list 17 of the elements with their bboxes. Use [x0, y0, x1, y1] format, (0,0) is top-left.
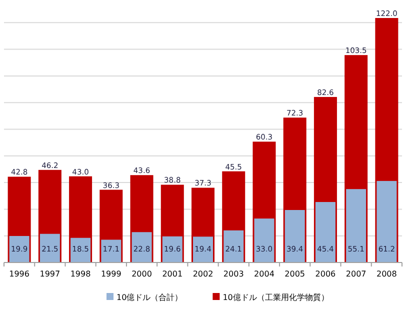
- x-tick-label: 2003: [223, 270, 244, 278]
- x-tick-label: 1999: [100, 270, 122, 278]
- bar: [101, 240, 122, 262]
- x-tick-label: 2004: [254, 270, 274, 278]
- x-tick-label: 1998: [70, 270, 91, 278]
- x-tick-label: 2006: [315, 270, 336, 278]
- legend-label: 10億ドル（工業用化学物質）: [222, 293, 329, 302]
- x-tick-label: 1996: [9, 270, 30, 278]
- x-tick-label: 1997: [40, 270, 60, 278]
- x-tick-label: 2000: [132, 270, 152, 278]
- x-tick-label: 2005: [284, 270, 306, 278]
- x-tick-label: 2001: [162, 270, 183, 278]
- legend-label: 10億ドル（合計）: [116, 293, 183, 302]
- bar: [40, 234, 60, 262]
- x-tick-label: 2008: [376, 270, 397, 278]
- x-tick-label: 2007: [346, 270, 366, 278]
- x-tick-label: 2002: [192, 270, 214, 278]
